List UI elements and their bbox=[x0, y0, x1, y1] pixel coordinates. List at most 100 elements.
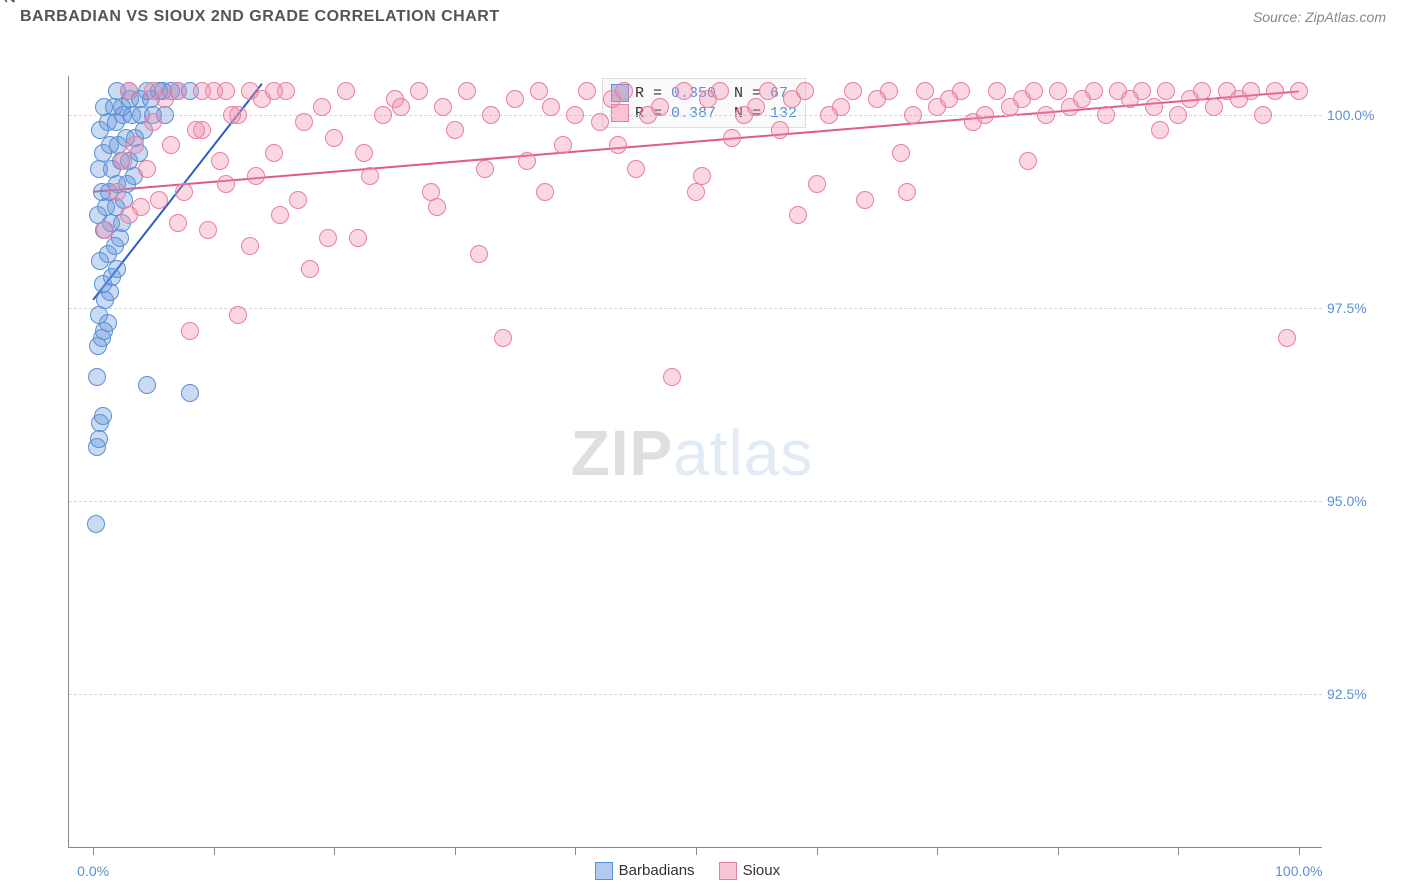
x-tick bbox=[696, 847, 697, 855]
scatter-point bbox=[355, 144, 373, 162]
scatter-point bbox=[711, 82, 729, 100]
scatter-point bbox=[627, 160, 645, 178]
scatter-point bbox=[349, 229, 367, 247]
scatter-point bbox=[337, 82, 355, 100]
legend-swatch bbox=[719, 862, 737, 880]
gridline bbox=[69, 115, 1322, 116]
scatter-point bbox=[211, 152, 229, 170]
scatter-point bbox=[295, 113, 313, 131]
x-tick-label: 100.0% bbox=[1275, 863, 1322, 879]
scatter-point bbox=[90, 430, 108, 448]
scatter-point bbox=[976, 106, 994, 124]
scatter-point bbox=[675, 82, 693, 100]
y-tick-label: 95.0% bbox=[1327, 493, 1382, 509]
x-tick bbox=[1178, 847, 1179, 855]
scatter-point bbox=[289, 191, 307, 209]
scatter-point bbox=[434, 98, 452, 116]
scatter-point bbox=[856, 191, 874, 209]
scatter-point bbox=[542, 98, 560, 116]
scatter-point bbox=[1085, 82, 1103, 100]
scatter-point bbox=[566, 106, 584, 124]
scatter-point bbox=[217, 82, 235, 100]
scatter-point bbox=[1254, 106, 1272, 124]
y-axis-label: 2nd Grade bbox=[2, 0, 19, 3]
scatter-point bbox=[374, 106, 392, 124]
scatter-point bbox=[1049, 82, 1067, 100]
scatter-point bbox=[144, 82, 162, 100]
legend-item: Sioux bbox=[719, 862, 781, 880]
scatter-point bbox=[1145, 98, 1163, 116]
scatter-point bbox=[199, 221, 217, 239]
scatter-point bbox=[615, 82, 633, 100]
scatter-point bbox=[1025, 82, 1043, 100]
watermark-zip: ZIP bbox=[571, 417, 674, 489]
scatter-point bbox=[223, 106, 241, 124]
scatter-point bbox=[138, 160, 156, 178]
scatter-point bbox=[392, 98, 410, 116]
scatter-point bbox=[476, 160, 494, 178]
scatter-point bbox=[832, 98, 850, 116]
x-tick bbox=[93, 847, 94, 855]
scatter-point bbox=[108, 183, 126, 201]
scatter-point bbox=[325, 129, 343, 147]
x-tick bbox=[575, 847, 576, 855]
scatter-point bbox=[518, 152, 536, 170]
x-tick bbox=[937, 847, 938, 855]
scatter-point bbox=[789, 206, 807, 224]
scatter-point bbox=[458, 82, 476, 100]
scatter-point bbox=[1037, 106, 1055, 124]
scatter-point bbox=[530, 82, 548, 100]
scatter-point bbox=[96, 221, 114, 239]
scatter-point bbox=[162, 136, 180, 154]
scatter-point bbox=[880, 82, 898, 100]
scatter-point bbox=[94, 407, 112, 425]
scatter-point bbox=[446, 121, 464, 139]
scatter-point bbox=[410, 82, 428, 100]
scatter-point bbox=[265, 82, 283, 100]
scatter-point bbox=[229, 306, 247, 324]
scatter-point bbox=[138, 376, 156, 394]
scatter-point bbox=[506, 90, 524, 108]
scatter-point bbox=[904, 106, 922, 124]
scatter-point bbox=[88, 368, 106, 386]
scatter-point bbox=[1278, 329, 1296, 347]
scatter-point bbox=[1290, 82, 1308, 100]
scatter-point bbox=[693, 167, 711, 185]
y-tick-label: 100.0% bbox=[1327, 107, 1382, 123]
scatter-point bbox=[120, 206, 138, 224]
scatter-point bbox=[361, 167, 379, 185]
scatter-point bbox=[1169, 106, 1187, 124]
scatter-point bbox=[808, 175, 826, 193]
scatter-point bbox=[271, 206, 289, 224]
scatter-point bbox=[241, 82, 259, 100]
gridline bbox=[69, 694, 1322, 695]
x-tick bbox=[1299, 847, 1300, 855]
legend-item: Barbadians bbox=[595, 862, 695, 880]
scatter-point bbox=[1019, 152, 1037, 170]
scatter-point bbox=[723, 129, 741, 147]
scatter-point bbox=[1205, 98, 1223, 116]
scatter-point bbox=[428, 198, 446, 216]
scatter-point bbox=[482, 106, 500, 124]
scatter-point bbox=[90, 306, 108, 324]
legend-label: Sioux bbox=[743, 862, 781, 879]
scatter-point bbox=[87, 515, 105, 533]
scatter-point bbox=[301, 260, 319, 278]
scatter-point bbox=[687, 183, 705, 201]
source-attribution: Source: ZipAtlas.com bbox=[1253, 9, 1386, 25]
scatter-point bbox=[1157, 82, 1175, 100]
scatter-point bbox=[494, 329, 512, 347]
scatter-point bbox=[952, 82, 970, 100]
plot-area: ZIPatlas R = 0.350 N = 67R = 0.387 N = 1… bbox=[68, 76, 1322, 848]
scatter-point bbox=[181, 384, 199, 402]
legend-swatch bbox=[595, 862, 613, 880]
scatter-point bbox=[844, 82, 862, 100]
scatter-point bbox=[470, 245, 488, 263]
scatter-point bbox=[916, 82, 934, 100]
scatter-point bbox=[651, 98, 669, 116]
scatter-point bbox=[898, 183, 916, 201]
scatter-point bbox=[747, 98, 765, 116]
scatter-point bbox=[663, 368, 681, 386]
scatter-point bbox=[591, 113, 609, 131]
scatter-point bbox=[114, 152, 132, 170]
